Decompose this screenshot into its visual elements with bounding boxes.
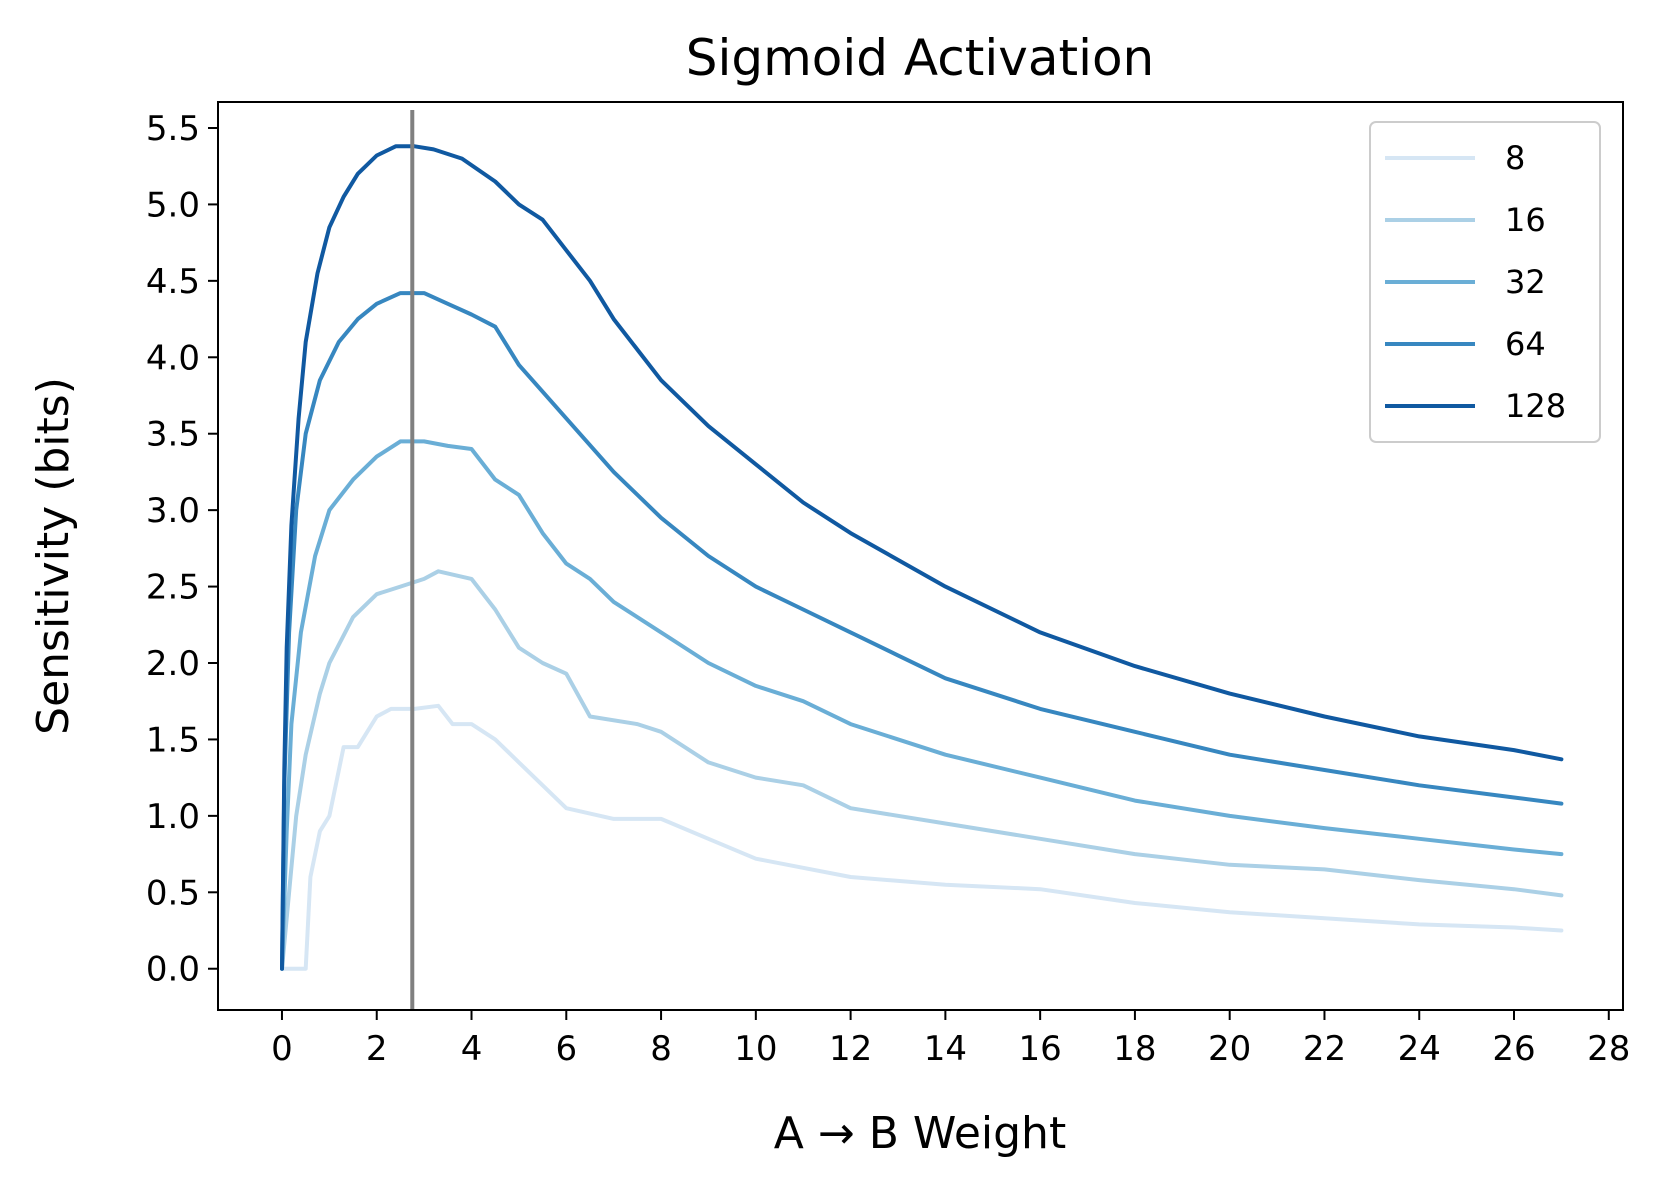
series-line-16	[280, 569, 1564, 971]
x-tick-label: 2	[366, 1029, 388, 1069]
x-axis-ticks: 0 2 4 6 8 10 12 14 16 18 20 22 24 26 28	[271, 1010, 1630, 1069]
x-tick-label: 22	[1303, 1029, 1346, 1069]
legend-label-16: 16	[1505, 201, 1546, 239]
y-tick-label: 3.0	[146, 491, 200, 531]
series-line-128	[280, 144, 1564, 971]
legend-label-128: 128	[1505, 387, 1566, 425]
x-tick-label: 20	[1208, 1029, 1251, 1069]
series-layer	[280, 144, 1564, 971]
y-tick-label: 4.5	[146, 262, 200, 302]
y-tick-label: 0.5	[146, 873, 200, 913]
legend-label-8: 8	[1505, 139, 1525, 177]
series-line-8	[280, 703, 1564, 971]
x-tick-label: 26	[1492, 1029, 1535, 1069]
series-line-64	[280, 291, 1564, 971]
x-tick-label: 10	[734, 1029, 777, 1069]
plot-frame	[217, 101, 1624, 1011]
y-tick-label: 5.0	[146, 185, 200, 225]
y-tick-label: 4.0	[146, 338, 200, 378]
x-tick-label: 8	[650, 1029, 672, 1069]
legend-label-32: 32	[1505, 263, 1546, 301]
x-tick-label: 16	[1019, 1029, 1062, 1069]
x-tick-label: 6	[555, 1029, 577, 1069]
legend-label-64: 64	[1505, 325, 1546, 363]
y-tick-label: 0.0	[146, 950, 200, 990]
y-tick-label: 1.5	[146, 720, 200, 760]
x-tick-label: 24	[1398, 1029, 1441, 1069]
x-tick-label: 4	[461, 1029, 483, 1069]
x-tick-label: 0	[271, 1029, 293, 1069]
chart-title: Sigmoid Activation	[686, 29, 1155, 87]
x-tick-label: 18	[1113, 1029, 1156, 1069]
y-tick-label: 1.0	[146, 797, 200, 837]
x-tick-label: 14	[924, 1029, 967, 1069]
y-tick-label: 2.0	[146, 644, 200, 684]
legend: 8 16 32 64 128	[1369, 121, 1601, 443]
series-line-32	[280, 439, 1564, 971]
y-axis-ticks: 0.0 0.5 1.0 1.5 2.0 2.5 3.0 3.5 4.0 4.5 5.0 5.5	[146, 109, 218, 990]
y-tick-label: 2.5	[146, 568, 200, 608]
y-tick-label: 3.5	[146, 415, 200, 455]
legend-frame	[1369, 121, 1601, 443]
x-tick-label: 12	[829, 1029, 872, 1069]
x-tick-label: 28	[1587, 1029, 1630, 1069]
x-axis-title: A → B Weight	[774, 1108, 1066, 1159]
y-axis-title: Sensitivity (bits)	[28, 377, 79, 735]
y-tick-label: 5.5	[146, 109, 200, 149]
